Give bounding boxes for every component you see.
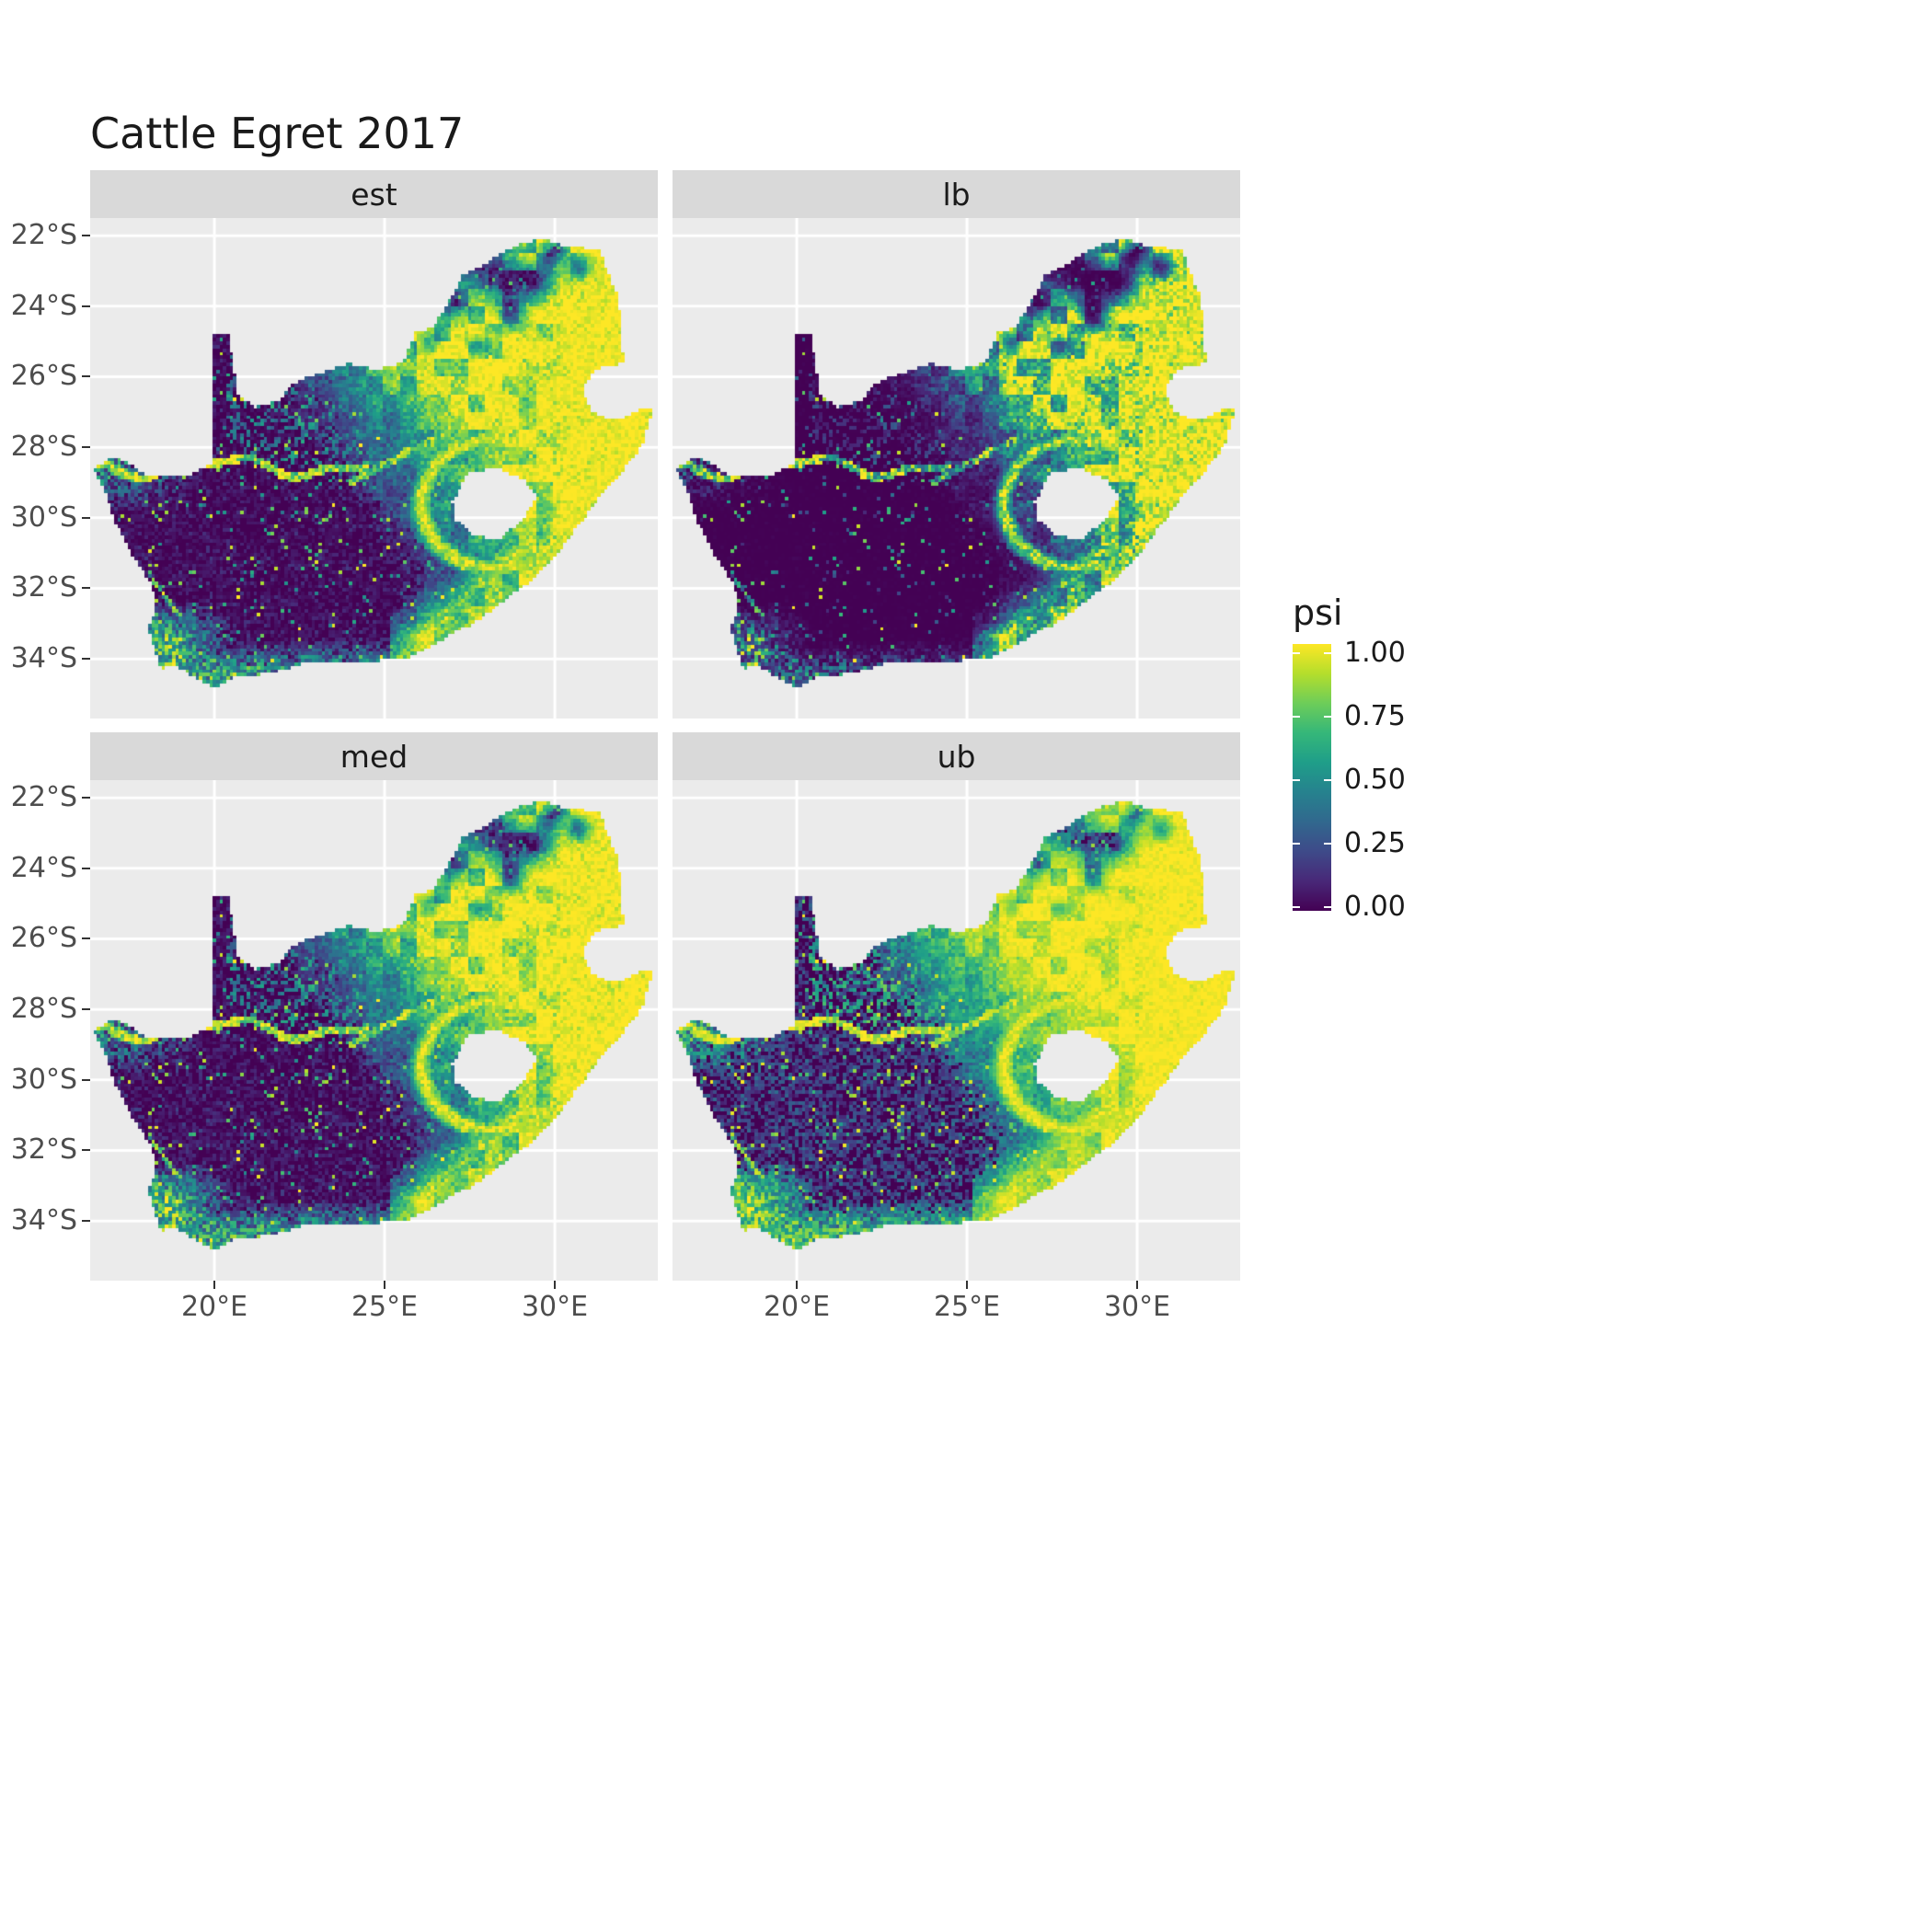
legend-label: 0.25 xyxy=(1344,827,1406,859)
map-canvas-est xyxy=(90,218,658,719)
facet-panel-ub xyxy=(673,780,1240,1281)
x-tick-label: 20°E xyxy=(180,1291,248,1323)
legend-tick-mark xyxy=(1324,716,1331,718)
legend-tick-mark xyxy=(1293,906,1300,908)
legend-label: 1.00 xyxy=(1344,637,1406,669)
legend-label: 0.00 xyxy=(1344,891,1406,923)
legend-tick-mark xyxy=(1293,779,1300,781)
y-tick-label: 34°S xyxy=(10,642,77,675)
x-tick-mark xyxy=(554,1281,557,1289)
y-tick-mark xyxy=(82,375,90,378)
facet-strip-label: ub xyxy=(937,738,976,775)
legend-tick-mark xyxy=(1324,906,1331,908)
x-tick-mark xyxy=(213,1281,216,1289)
y-tick-label: 30°S xyxy=(10,500,77,534)
y-tick-mark xyxy=(82,658,90,661)
facet-panel-est xyxy=(90,218,658,719)
legend-tick-mark xyxy=(1293,716,1300,718)
y-tick-mark xyxy=(82,1008,90,1011)
y-tick-mark xyxy=(82,235,90,237)
legend-title: psi xyxy=(1293,592,1343,633)
y-tick-mark xyxy=(82,305,90,307)
y-tick-label: 22°S xyxy=(10,219,77,252)
y-tick-mark xyxy=(82,587,90,590)
x-tick-mark xyxy=(966,1281,969,1289)
x-tick-mark xyxy=(384,1281,386,1289)
facet-strip-med: med xyxy=(90,732,658,780)
facet-strip-label: med xyxy=(339,738,408,775)
x-tick-mark xyxy=(1136,1281,1139,1289)
x-tick-label: 30°E xyxy=(521,1291,589,1323)
y-tick-label: 30°S xyxy=(10,1063,77,1096)
x-tick-label: 30°E xyxy=(1103,1291,1171,1323)
facet-strip-label: est xyxy=(351,176,397,213)
legend-label: 0.75 xyxy=(1344,700,1406,732)
y-tick-label: 32°S xyxy=(10,571,77,604)
map-canvas-ub xyxy=(673,780,1240,1281)
legend-tick-mark xyxy=(1324,779,1331,781)
legend-tick-mark xyxy=(1324,843,1331,845)
facet-strip-label: lb xyxy=(942,176,971,213)
y-tick-label: 26°S xyxy=(10,922,77,955)
x-tick-mark xyxy=(796,1281,799,1289)
y-tick-mark xyxy=(82,446,90,449)
facet-strip-ub: ub xyxy=(673,732,1240,780)
y-tick-mark xyxy=(82,1149,90,1152)
map-canvas-med xyxy=(90,780,658,1281)
y-tick-label: 26°S xyxy=(10,360,77,393)
y-tick-mark xyxy=(82,867,90,869)
y-tick-mark xyxy=(82,937,90,940)
legend-tick-mark xyxy=(1293,652,1300,654)
y-tick-label: 34°S xyxy=(10,1204,77,1237)
x-tick-label: 25°E xyxy=(933,1291,1001,1323)
legend-tick-mark xyxy=(1324,652,1331,654)
y-tick-label: 24°S xyxy=(10,851,77,884)
y-tick-mark xyxy=(82,1220,90,1223)
y-tick-label: 28°S xyxy=(10,431,77,464)
y-tick-mark xyxy=(82,797,90,799)
y-tick-label: 32°S xyxy=(10,1133,77,1167)
legend-label: 0.50 xyxy=(1344,764,1406,796)
facet-strip-lb: lb xyxy=(673,170,1240,218)
y-tick-mark xyxy=(82,516,90,519)
y-tick-mark xyxy=(82,1078,90,1081)
legend-tick-mark xyxy=(1293,843,1300,845)
facet-panel-med xyxy=(90,780,658,1281)
y-tick-label: 28°S xyxy=(10,993,77,1026)
map-canvas-lb xyxy=(673,218,1240,719)
facet-strip-est: est xyxy=(90,170,658,218)
legend-colorbar xyxy=(1293,644,1331,911)
plot-title: Cattle Egret 2017 xyxy=(90,109,465,158)
y-tick-label: 24°S xyxy=(10,289,77,322)
y-tick-label: 22°S xyxy=(10,781,77,814)
x-tick-label: 25°E xyxy=(351,1291,419,1323)
x-tick-label: 20°E xyxy=(763,1291,831,1323)
facet-panel-lb xyxy=(673,218,1240,719)
